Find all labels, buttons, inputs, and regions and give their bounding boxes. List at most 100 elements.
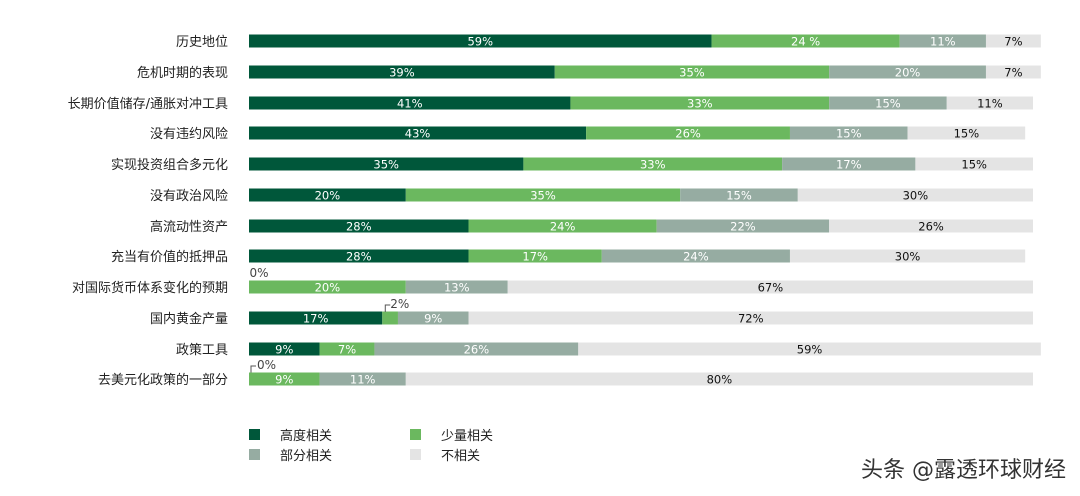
data-label: 33%	[687, 97, 713, 111]
bar-segment	[656, 219, 830, 233]
category-label: 去美元化政策的一部分	[98, 372, 228, 388]
legend-item-partial: 部分相关	[249, 445, 332, 464]
category-label: 高流动性资产	[150, 219, 228, 235]
legend-label: 少量相关	[441, 429, 494, 444]
legend-item-high: 高度相关	[249, 425, 332, 444]
data-label: 26%	[918, 220, 944, 234]
bar-segment	[249, 342, 320, 356]
data-label: 30%	[903, 189, 929, 203]
category-label: 历史地位	[176, 35, 228, 50]
bar-segment	[468, 311, 1033, 325]
data-label: 72%	[738, 312, 764, 326]
bar-segment	[319, 342, 375, 356]
data-label: 28%	[346, 250, 372, 264]
bar-segment	[249, 249, 469, 263]
bar-segment	[789, 126, 908, 140]
bar-segment	[249, 34, 712, 48]
category-label: 对国际货币体系变化的预期	[72, 280, 228, 296]
data-label: 59%	[797, 343, 823, 357]
legend-swatch	[410, 449, 421, 460]
bar-segment	[507, 280, 1034, 294]
data-label: 30%	[895, 250, 921, 264]
legend-swatch	[410, 429, 421, 440]
bar-segment	[797, 188, 1033, 202]
bar-segment	[782, 157, 916, 171]
data-label: 17%	[836, 158, 862, 172]
category-label: 没有政治风险	[150, 189, 228, 204]
bar-segment	[523, 157, 783, 171]
data-label: 17%	[522, 250, 548, 264]
data-label: 35%	[679, 66, 705, 80]
legend-item-none: 不相关	[410, 445, 480, 464]
data-label: 43%	[405, 127, 431, 141]
data-label: 7%	[1004, 35, 1022, 49]
bar-segment	[899, 34, 986, 48]
bar-segment	[382, 311, 398, 325]
callout-line	[250, 365, 256, 373]
category-label: 实现投资组合多元化	[111, 157, 228, 173]
bar-segment	[985, 65, 1041, 79]
data-label: 9%	[424, 312, 442, 326]
data-label: 26%	[675, 127, 701, 141]
bar-segment	[249, 96, 571, 110]
data-label: 59%	[467, 35, 493, 49]
bar-segment	[249, 372, 320, 386]
data-label: 26%	[464, 343, 490, 357]
data-label: 24 %	[791, 35, 820, 49]
data-label: 17%	[303, 312, 329, 326]
legend-label: 部分相关	[280, 449, 333, 464]
data-label: 22%	[730, 220, 756, 234]
data-label: 35%	[530, 189, 556, 203]
data-label: 80%	[707, 373, 733, 387]
data-label: 9%	[275, 343, 293, 357]
bar-segment	[405, 188, 681, 202]
data-label: 15%	[961, 158, 987, 172]
bar-segment	[249, 280, 406, 294]
bar-segment	[249, 65, 555, 79]
data-label: 9%	[275, 373, 293, 387]
data-label: 15%	[726, 189, 752, 203]
data-label: 35%	[373, 158, 399, 172]
data-label: 7%	[1004, 66, 1022, 80]
legend-label: 不相关	[441, 449, 481, 464]
data-label: 11%	[977, 97, 1003, 111]
bar-segment	[601, 249, 790, 263]
bar-segment	[249, 219, 469, 233]
data-label: 0%	[249, 266, 268, 280]
category-label: 长期价值储存/通胀对冲工具	[68, 96, 228, 112]
data-label: 41%	[397, 97, 423, 111]
stacked-bar-chart: 历史地位 59% 24 % 11% 7% 危机时期的表现 39% 35% 20% 7% 长期价值储存…	[68, 34, 1041, 388]
bar-segment	[829, 96, 947, 110]
category-label: 危机时期的表现	[137, 65, 228, 81]
data-label: 11%	[350, 373, 376, 387]
data-label: 7%	[338, 343, 356, 357]
bar-segment	[249, 157, 524, 171]
bar-segment	[397, 311, 469, 325]
data-label: 11%	[930, 35, 956, 49]
data-label: 0%	[257, 358, 276, 372]
bar-segment	[249, 311, 383, 325]
bar-segment	[374, 342, 579, 356]
data-label: 2%	[390, 297, 409, 311]
data-label: 15%	[954, 127, 980, 141]
data-label: 20%	[315, 189, 341, 203]
bar-segment	[680, 188, 798, 202]
category-label: 充当有价值的抵押品	[111, 249, 228, 265]
data-label: 33%	[640, 158, 666, 172]
bar-segment	[711, 34, 900, 48]
bar-segment	[829, 65, 986, 79]
data-label: 24%	[683, 250, 709, 264]
legend-swatch	[249, 449, 260, 460]
bar-segment	[319, 372, 406, 386]
bar-segment	[578, 342, 1041, 356]
category-label: 政策工具	[176, 342, 228, 358]
bar-segment	[789, 249, 1026, 263]
bar-segment	[249, 126, 587, 140]
data-label: 13%	[444, 281, 470, 295]
bar-segment	[405, 280, 508, 294]
bar-segment	[829, 219, 1033, 233]
bar-segment	[554, 65, 830, 79]
data-label: 28%	[346, 220, 372, 234]
bar-segment	[915, 157, 1033, 171]
bar-segment	[468, 249, 602, 263]
